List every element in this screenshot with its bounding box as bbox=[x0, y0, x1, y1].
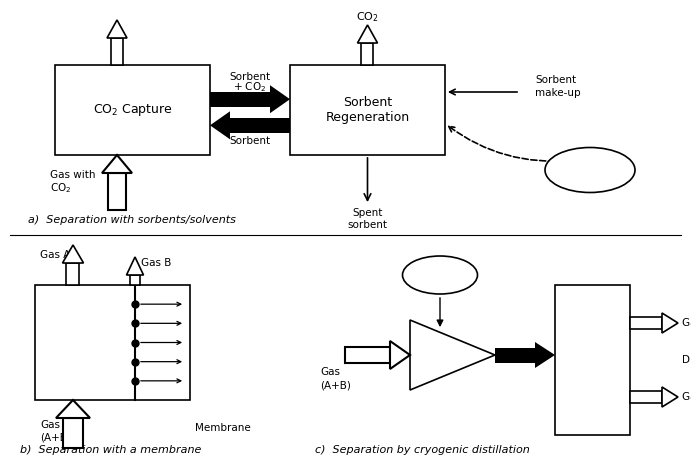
Text: Gas with: Gas with bbox=[50, 170, 95, 180]
Bar bbox=[555, 285, 630, 435]
Text: Energy: Energy bbox=[570, 165, 609, 175]
Text: c)  Separation by cryogenic distillation: c) Separation by cryogenic distillation bbox=[315, 445, 530, 455]
Bar bbox=[345, 347, 390, 363]
Text: + CO$_2$: + CO$_2$ bbox=[234, 80, 267, 94]
Text: a)  Separation with sorbents/solvents: a) Separation with sorbents/solvents bbox=[28, 215, 236, 225]
Ellipse shape bbox=[545, 148, 635, 192]
Text: make-up: make-up bbox=[535, 88, 580, 98]
Text: CO$_2$: CO$_2$ bbox=[50, 181, 71, 195]
Polygon shape bbox=[126, 257, 144, 275]
Text: Sorbent: Sorbent bbox=[535, 75, 576, 85]
Text: Gas A: Gas A bbox=[40, 250, 70, 260]
Text: Power: Power bbox=[423, 270, 457, 280]
Text: CO$_2$ Capture: CO$_2$ Capture bbox=[93, 102, 173, 118]
Bar bbox=[495, 348, 535, 363]
Text: Membrane: Membrane bbox=[195, 423, 251, 433]
Bar bbox=[55, 65, 210, 155]
Bar bbox=[111, 38, 123, 65]
Ellipse shape bbox=[402, 256, 477, 294]
Polygon shape bbox=[662, 387, 678, 407]
Bar bbox=[66, 263, 79, 285]
Polygon shape bbox=[390, 341, 410, 369]
Bar bbox=[230, 118, 290, 133]
Bar bbox=[130, 275, 140, 285]
Bar bbox=[630, 317, 662, 329]
Polygon shape bbox=[107, 20, 127, 38]
Text: b)  Separation with a membrane: b) Separation with a membrane bbox=[20, 445, 201, 455]
Text: Regeneration: Regeneration bbox=[325, 111, 410, 124]
Text: Gas A: Gas A bbox=[682, 318, 691, 328]
Text: Distillation: Distillation bbox=[682, 355, 691, 365]
Polygon shape bbox=[357, 25, 377, 43]
Polygon shape bbox=[210, 111, 230, 139]
Text: Sorbent: Sorbent bbox=[229, 72, 271, 82]
Polygon shape bbox=[102, 155, 132, 173]
Text: CO$_2$: CO$_2$ bbox=[356, 10, 379, 24]
Polygon shape bbox=[662, 313, 678, 333]
Polygon shape bbox=[410, 320, 495, 390]
Bar bbox=[108, 173, 126, 210]
Polygon shape bbox=[270, 85, 290, 113]
Text: Spent: Spent bbox=[352, 208, 383, 218]
Bar bbox=[290, 65, 445, 155]
Bar bbox=[630, 391, 662, 403]
Polygon shape bbox=[62, 245, 84, 263]
Text: (A+B): (A+B) bbox=[40, 433, 71, 443]
Bar bbox=[35, 285, 190, 400]
Polygon shape bbox=[535, 342, 555, 368]
Text: sorbent: sorbent bbox=[348, 220, 388, 230]
Bar bbox=[210, 92, 270, 107]
Polygon shape bbox=[56, 400, 90, 418]
Text: Sorbent: Sorbent bbox=[343, 96, 392, 109]
Text: (A+B): (A+B) bbox=[320, 380, 351, 390]
Text: Gas B: Gas B bbox=[141, 258, 171, 268]
Text: Gas B: Gas B bbox=[682, 392, 691, 402]
Text: Gas: Gas bbox=[40, 420, 60, 430]
Bar bbox=[361, 43, 374, 65]
Text: Gas: Gas bbox=[320, 367, 340, 377]
Bar bbox=[63, 418, 83, 448]
Text: Sorbent: Sorbent bbox=[229, 136, 271, 146]
